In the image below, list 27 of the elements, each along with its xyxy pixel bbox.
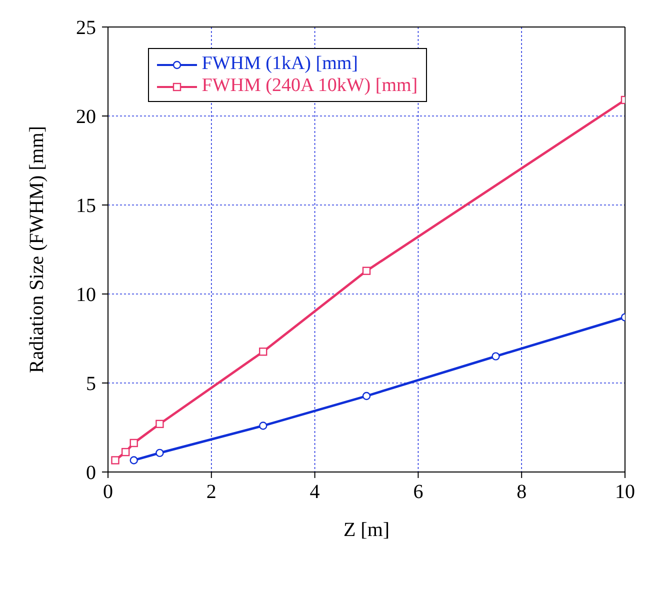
point (156, 420, 164, 428)
point (259, 348, 268, 356)
point (111, 456, 120, 464)
point (362, 266, 371, 275)
point (130, 438, 138, 448)
x-tick-label: 8 (516, 481, 527, 504)
x-tick-label: 6 (413, 481, 424, 504)
y-tick-label: 25 (76, 17, 96, 40)
x-tick-label: 4 (310, 481, 320, 504)
point (130, 456, 138, 464)
point (362, 392, 371, 400)
y-axis-title: Radiation Size (FWHM) [mm] (26, 126, 48, 374)
x-tick-label: 2 (206, 481, 216, 504)
legend-label: FWHM (240A 10kW) [mm] (200, 75, 418, 97)
y-tick-label: 0 (86, 462, 96, 484)
point (259, 422, 268, 430)
y-tick-label: 15 (76, 195, 96, 218)
y-tick-label: 20 (76, 106, 96, 128)
legend-label: FWHM (1kA) [mm] (200, 53, 359, 75)
y-tick-label: 10 (76, 284, 96, 306)
x-tick-label: 10 (615, 481, 635, 504)
point (121, 448, 130, 456)
x-tick-label: 0 (103, 481, 113, 504)
x-axis-title: Z [m] (343, 519, 390, 541)
point (492, 352, 500, 360)
point (156, 448, 164, 458)
y-tick-label: 5 (86, 373, 96, 396)
